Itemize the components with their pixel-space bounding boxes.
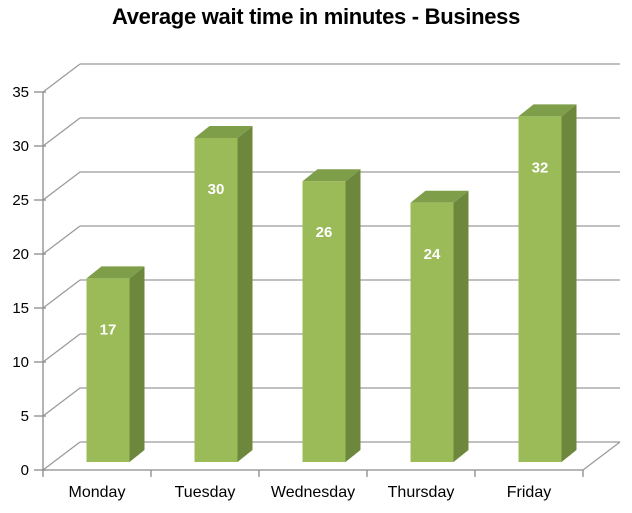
y-tick-label: 20	[12, 246, 29, 263]
y-grid-depth-line	[42, 117, 81, 147]
bar-top-face	[518, 104, 577, 117]
bar-top-face	[86, 266, 145, 279]
floor-right-edge	[582, 441, 621, 471]
y-tick-label: 0	[21, 462, 29, 479]
bar-side-face	[129, 266, 145, 462]
bar-value-label: 30	[208, 181, 225, 198]
y-grid-depth-line	[42, 63, 81, 93]
bar-top-face	[194, 126, 253, 138]
bar-front-face	[302, 181, 346, 462]
bar-side-face	[345, 169, 361, 462]
y-tick-label: 30	[12, 138, 29, 155]
y-grid-depth-line	[42, 387, 81, 417]
y-grid-depth-line	[42, 279, 81, 309]
y-grid-depth-line	[42, 441, 81, 471]
y-tick-label: 10	[12, 354, 29, 371]
bar-front-face	[410, 202, 454, 463]
bar-side-face	[561, 104, 577, 463]
bar-side-face	[453, 190, 469, 463]
bar-value-label: 17	[100, 321, 117, 338]
category-label: Monday	[69, 484, 126, 501]
bar-top-face	[302, 169, 361, 182]
bar-value-label: 24	[424, 246, 441, 263]
y-tick-label: 15	[12, 300, 29, 317]
y-tick-label: 35	[12, 84, 29, 101]
y-tick-label: 5	[21, 408, 29, 425]
bar-value-label: 32	[532, 159, 549, 176]
bar-front-face	[194, 138, 238, 462]
bar-top-face	[410, 190, 469, 203]
y-grid-depth-line	[42, 171, 81, 201]
category-label: Thursday	[388, 484, 455, 501]
category-label: Tuesday	[175, 484, 236, 501]
category-label: Wednesday	[271, 484, 355, 501]
y-grid-depth-line	[42, 333, 81, 363]
y-grid-depth-line	[42, 225, 81, 255]
bar-front-face	[518, 116, 562, 463]
bar-front-face	[86, 278, 130, 462]
bar-value-label: 26	[316, 224, 333, 241]
bar-side-face	[237, 126, 253, 462]
y-tick-label: 25	[12, 192, 29, 209]
chart-title: Average wait time in minutes - Business	[111, 4, 521, 29]
category-label: Friday	[507, 484, 551, 501]
